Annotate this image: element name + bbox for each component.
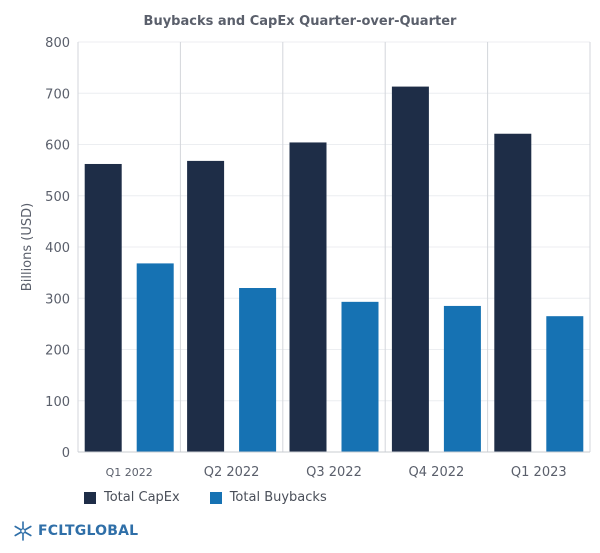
bar-capex[interactable]: [289, 142, 327, 452]
bar-capex[interactable]: [84, 163, 122, 452]
chart-title: Buybacks and CapEx Quarter-over-Quarter: [143, 14, 457, 29]
axes: 0 100 200 300 400 500 600 700 800 Q1 2022 Q2 2022 Q…: [45, 36, 590, 480]
bar-buybacks[interactable]: [341, 301, 379, 452]
y-tick-label: 100: [45, 395, 70, 410]
snowflake-icon: [14, 521, 32, 541]
y-tick-label: 300: [45, 292, 70, 307]
x-tick-label: Q3 2022: [306, 465, 362, 480]
y-axis-label: Billions (USD): [20, 203, 35, 291]
legend-swatch-buybacks: [209, 491, 222, 504]
bar-capex[interactable]: [187, 160, 225, 452]
bar-buybacks[interactable]: [546, 316, 584, 452]
legend-item-capex[interactable]: Total CapEx: [84, 490, 180, 505]
x-tick-label: Q1 2022: [106, 466, 153, 479]
bar-capex[interactable]: [391, 86, 429, 453]
y-tick-label: 200: [45, 344, 70, 359]
bar-buybacks[interactable]: [443, 305, 481, 452]
x-tick-label: Q1 2023: [511, 465, 567, 480]
y-tick-label: 700: [45, 87, 70, 102]
y-tick-label: 800: [45, 36, 70, 51]
legend-swatch-capex: [84, 491, 96, 504]
y-tick-label: 500: [45, 190, 70, 205]
legend: Total CapEx Total Buybacks: [84, 490, 357, 505]
fcltglobal-logo: FCLTGLOBAL: [12, 520, 138, 542]
bar-buybacks[interactable]: [239, 288, 277, 452]
y-tick-label: 400: [45, 241, 70, 256]
legend-label-buybacks: Total Buybacks: [229, 490, 327, 505]
legend-label-capex: Total CapEx: [104, 490, 180, 505]
y-tick-label: 600: [45, 139, 70, 154]
bar-capex[interactable]: [494, 133, 532, 453]
y-tick-label: 0: [62, 446, 70, 461]
bar-buybacks[interactable]: [136, 263, 174, 452]
bars: [84, 86, 584, 453]
legend-item-buybacks[interactable]: Total Buybacks: [209, 490, 327, 505]
x-tick-label: Q4 2022: [409, 465, 465, 480]
x-tick-label: Q2 2022: [204, 465, 260, 480]
logo-text: FCLTGLOBAL: [38, 523, 139, 539]
